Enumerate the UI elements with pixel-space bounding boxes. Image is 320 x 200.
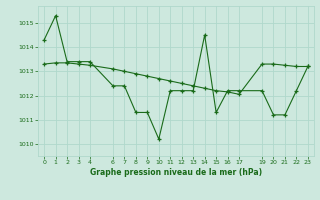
X-axis label: Graphe pression niveau de la mer (hPa): Graphe pression niveau de la mer (hPa) [90, 168, 262, 177]
